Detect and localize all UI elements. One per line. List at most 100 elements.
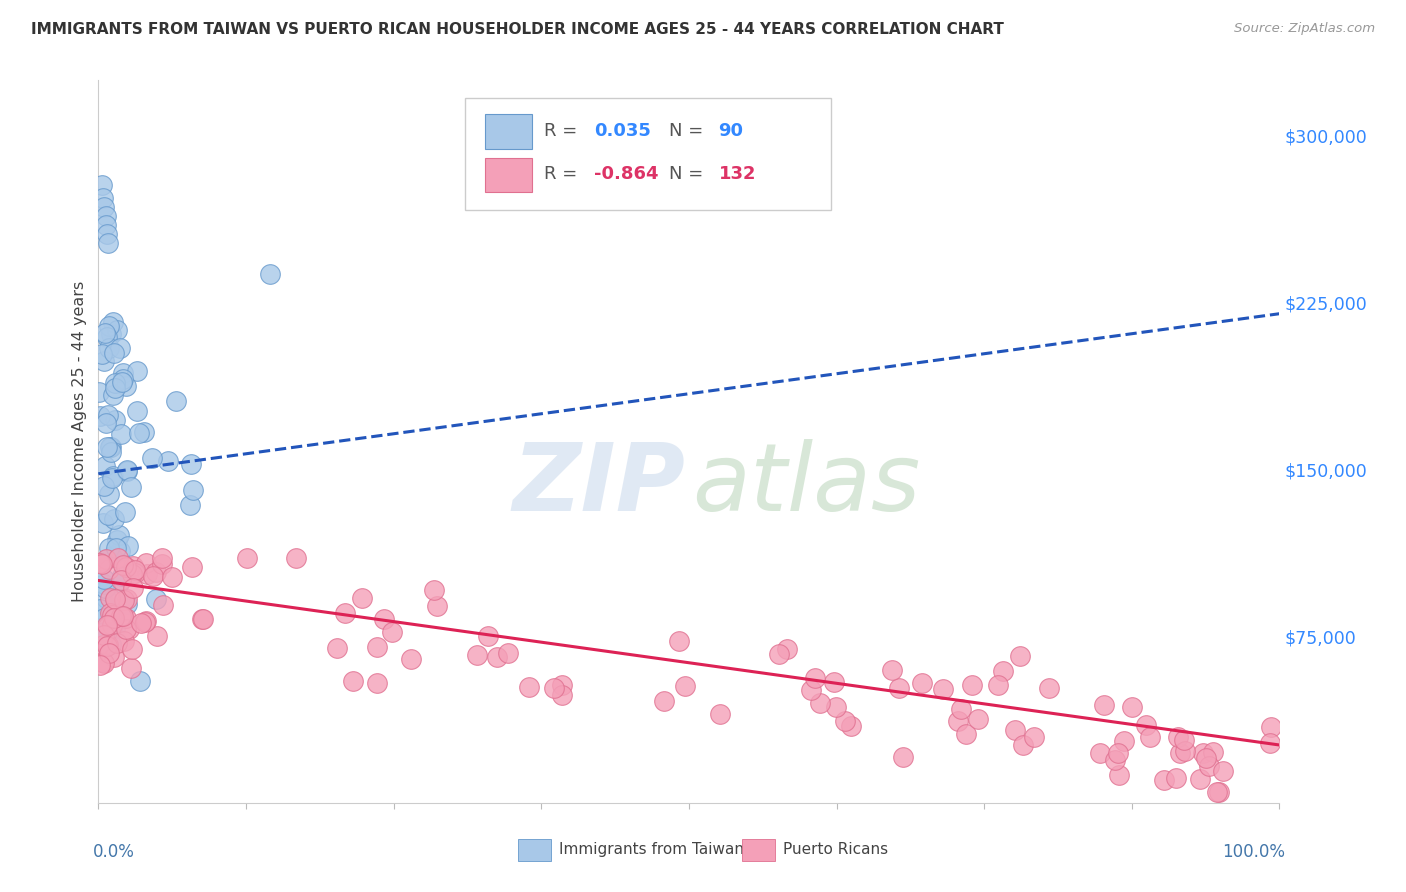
- Point: [887, 681, 910, 696]
- Point: [1212, 764, 1234, 778]
- Point: [103, 512, 125, 526]
- Point: [1260, 736, 1282, 750]
- Point: [115, 559, 138, 574]
- Y-axis label: Householder Income Ages 25 - 44 years: Householder Income Ages 25 - 44 years: [72, 281, 87, 602]
- Point: [112, 558, 135, 573]
- Point: [1135, 718, 1157, 732]
- Point: [96, 440, 118, 454]
- Point: [100, 637, 122, 651]
- Point: [115, 592, 138, 607]
- Point: [1121, 699, 1143, 714]
- Point: [1108, 767, 1130, 781]
- Text: 100.0%: 100.0%: [1222, 843, 1285, 861]
- Text: 132: 132: [718, 165, 756, 183]
- Point: [1168, 746, 1191, 760]
- Point: [111, 608, 134, 623]
- Point: [1008, 648, 1031, 663]
- Point: [350, 591, 373, 605]
- Point: [117, 597, 139, 611]
- Point: [128, 673, 150, 688]
- Point: [342, 673, 364, 688]
- Point: [100, 445, 122, 459]
- Point: [94, 551, 117, 566]
- Point: [152, 598, 174, 612]
- Point: [91, 347, 114, 361]
- Point: [1153, 773, 1175, 788]
- Point: [1164, 772, 1187, 786]
- Point: [114, 593, 136, 607]
- Point: [132, 425, 155, 439]
- Point: [98, 341, 121, 355]
- Text: -0.864: -0.864: [595, 165, 659, 183]
- Point: [89, 556, 111, 570]
- Point: [97, 235, 120, 250]
- Point: [1202, 745, 1225, 759]
- Point: [101, 387, 124, 401]
- Point: [145, 592, 167, 607]
- Point: [551, 678, 574, 692]
- Point: [97, 487, 120, 501]
- Point: [91, 655, 114, 669]
- Point: [423, 582, 446, 597]
- Point: [1195, 751, 1218, 765]
- Point: [96, 330, 118, 344]
- Point: [96, 619, 118, 633]
- Point: [946, 714, 969, 728]
- Point: [776, 642, 799, 657]
- Point: [962, 678, 984, 692]
- Point: [165, 394, 187, 409]
- Point: [105, 322, 128, 336]
- Point: [100, 606, 122, 620]
- Point: [98, 646, 121, 660]
- FancyBboxPatch shape: [485, 158, 531, 193]
- Point: [950, 702, 973, 716]
- Point: [124, 564, 146, 578]
- Point: [1166, 730, 1188, 744]
- Point: [117, 463, 139, 477]
- Point: [366, 676, 388, 690]
- Point: [652, 694, 675, 708]
- Point: [543, 681, 565, 695]
- Point: [834, 714, 856, 728]
- Point: [104, 413, 127, 427]
- Point: [800, 682, 823, 697]
- Point: [373, 612, 395, 626]
- Point: [1012, 738, 1035, 752]
- Point: [94, 209, 117, 223]
- Point: [181, 483, 204, 498]
- Point: [259, 267, 281, 281]
- Point: [141, 569, 163, 583]
- Point: [160, 569, 183, 583]
- Text: 0.035: 0.035: [595, 122, 651, 140]
- Point: [121, 642, 143, 657]
- Point: [97, 318, 120, 333]
- Point: [129, 615, 152, 630]
- Point: [825, 700, 848, 714]
- Point: [108, 544, 131, 558]
- Text: Immigrants from Taiwan: Immigrants from Taiwan: [560, 842, 744, 857]
- Point: [1188, 772, 1211, 786]
- Point: [1104, 753, 1126, 767]
- Point: [93, 577, 115, 591]
- Point: [93, 657, 115, 671]
- Point: [135, 556, 157, 570]
- Text: ZIP: ZIP: [513, 439, 685, 531]
- FancyBboxPatch shape: [517, 838, 551, 861]
- Point: [101, 549, 124, 563]
- Point: [550, 688, 572, 702]
- Point: [96, 639, 118, 653]
- Point: [823, 675, 845, 690]
- Point: [134, 615, 156, 629]
- Point: [326, 640, 349, 655]
- Point: [91, 638, 114, 652]
- Point: [366, 640, 388, 654]
- Point: [93, 200, 115, 214]
- Point: [150, 557, 173, 571]
- Point: [111, 367, 134, 381]
- Point: [98, 561, 121, 575]
- Point: [426, 599, 449, 613]
- Point: [668, 633, 690, 648]
- Point: [118, 622, 141, 636]
- Point: [100, 327, 122, 342]
- Point: [465, 648, 488, 662]
